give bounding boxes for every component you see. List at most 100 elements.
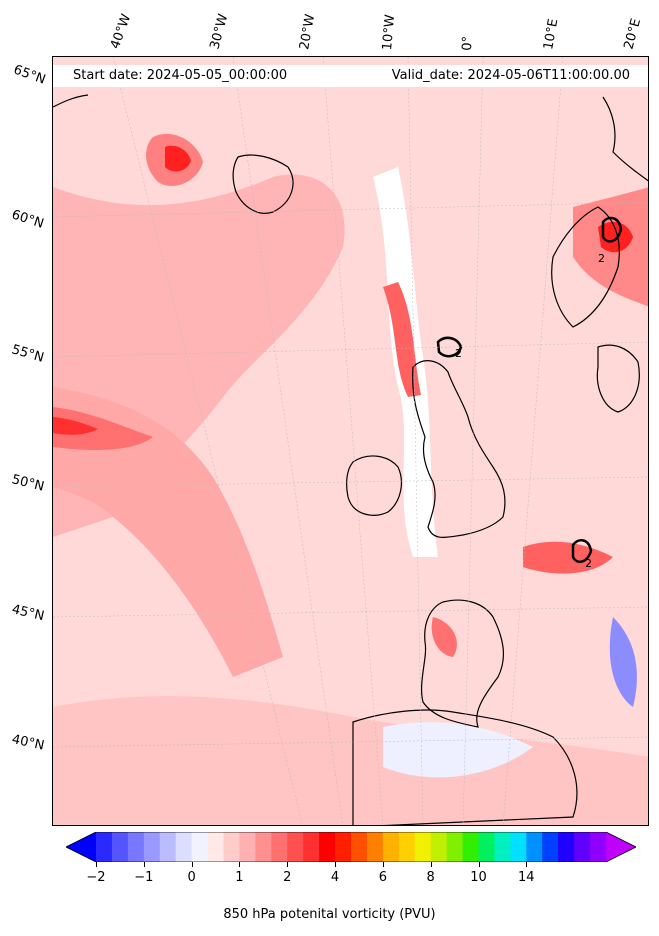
graticule-line: [53, 476, 648, 488]
colorbar-cell: [462, 832, 479, 862]
pv-max-band: [383, 282, 421, 397]
lat-label-55n: 55°N: [9, 342, 46, 366]
colorbar-cell: [271, 832, 288, 862]
pv-max-biscay: [431, 617, 457, 657]
graticule-line: [407, 57, 424, 825]
pv-low-iberia: [383, 722, 533, 778]
colorbar-tick-label: 14: [518, 870, 535, 885]
colorbar-tick-mark: [478, 862, 480, 867]
contour-label-france: 2: [585, 557, 592, 570]
colorbar-cell: [430, 832, 448, 862]
colorbar-cell: [239, 832, 256, 862]
colorbar-cell: [303, 832, 320, 862]
graticule-line: [462, 57, 484, 825]
colorbar-cells: [96, 832, 607, 862]
colorbar-tick-label: 8: [426, 870, 435, 885]
colorbar: [66, 832, 636, 862]
colorbar-tick-mark: [96, 862, 97, 867]
colorbar-cell: [191, 832, 209, 862]
great-britain-coast: [412, 360, 506, 538]
scandinavia-coast: [602, 96, 648, 182]
lon-label-10e: 10°E: [541, 17, 562, 52]
colorbar-cell: [526, 832, 543, 862]
colorbar-cell: [446, 832, 464, 862]
colorbar-cell: [255, 832, 272, 862]
colorbar-cell: [510, 832, 527, 862]
contour-label-norway: 2: [598, 252, 605, 265]
colorbar-tick-label: 1: [235, 870, 244, 885]
colorbar-cell: [398, 832, 416, 862]
colorbar-tick-mark: [430, 862, 432, 867]
pv2-contour-norway: [601, 216, 623, 243]
colorbar-cell: [319, 832, 336, 862]
colorbar-cell: [542, 832, 559, 862]
colorbar-tick-mark: [526, 862, 528, 867]
pv-core-atlantic: [53, 417, 98, 435]
pv-map: 2 2 2 Start date: 2024-05-05_00:00:00 Va…: [52, 56, 649, 826]
colorbar-tick-label: 2: [283, 870, 292, 885]
iberia-coast: [352, 709, 578, 825]
colorbar-tick-label: 10: [470, 870, 487, 885]
colorbar-tick-mark: [335, 862, 337, 867]
colorbar-tick-label: −1: [134, 870, 154, 885]
colorbar-cell: [382, 832, 400, 862]
graticule-line: [53, 606, 648, 618]
colorbar-cell: [96, 832, 113, 862]
colorbar-cell: [351, 832, 368, 862]
pv-core-norway: [598, 221, 633, 253]
colorbar-cell: [366, 832, 384, 862]
pv-max-atlantic: [53, 407, 153, 450]
ireland-coast: [346, 455, 402, 516]
contour-label-scotland: 2: [455, 347, 462, 360]
colorbar-tick-mark: [143, 862, 145, 867]
france-coast: [421, 599, 504, 728]
pv-eddy-core: [165, 145, 191, 172]
lat-label-65n: 65°N: [11, 62, 48, 88]
colorbar-cell: [478, 832, 495, 862]
denmark-coast: [596, 344, 640, 413]
pv-swath-atlantic: [53, 387, 283, 677]
graticule-line: [232, 57, 343, 825]
valid-date: Valid_date: 2024-05-06T11:00:00.00: [391, 68, 630, 83]
norway-coast: [551, 206, 620, 328]
colorbar-cell: [111, 832, 129, 862]
lat-label-60n: 60°N: [9, 207, 46, 232]
colorbar-cell: [175, 832, 193, 862]
colorbar-label: 850 hPa potenital vorticity (PVU): [223, 907, 436, 922]
date-header: Start date: 2024-05-05_00:00:00 Valid_da…: [53, 65, 648, 87]
colorbar-tick-mark: [191, 862, 193, 867]
colorbar-cell: [143, 832, 161, 862]
pv2-contour-france: [571, 538, 593, 564]
colorbar-tick-mark: [287, 862, 289, 867]
pv2-contour-scotland: [436, 336, 463, 358]
iceland-coast: [232, 154, 294, 214]
map-canvas: 2 2 2: [53, 57, 648, 825]
graticule-line: [53, 201, 648, 218]
colorbar-cell: [159, 832, 177, 862]
lat-label-40n: 40°N: [10, 732, 46, 754]
graticule-line: [53, 736, 648, 748]
graticule-line: [53, 341, 648, 358]
lon-label-20e: 20°E: [621, 16, 645, 51]
colorbar-tick-mark: [382, 862, 384, 867]
colorbar-cell: [558, 832, 575, 862]
colorbar-tick-label: −2: [86, 870, 106, 885]
pv-south: [53, 696, 648, 825]
colorbar-tick-mark: [239, 862, 241, 867]
lon-label-30w: 30°W: [207, 12, 232, 51]
colorbar-cell: [574, 832, 591, 862]
lat-label-45n: 45°N: [10, 602, 46, 625]
colorbar-cell: [223, 832, 240, 862]
pv2-contours: [436, 216, 623, 564]
coastlines: [53, 94, 648, 825]
graticule-line: [322, 57, 384, 825]
colorbar-cell: [335, 832, 352, 862]
colorbar-cell: [127, 832, 145, 862]
greenland-coast: [53, 94, 89, 108]
colorbar-extend-high: [606, 832, 636, 862]
lon-label-0: 0°: [460, 35, 476, 51]
colorbar-cell: [590, 832, 607, 862]
graticule-line: [112, 57, 303, 825]
colorbar-tick-label: 4: [330, 870, 340, 885]
colorbar-cell: [207, 832, 224, 862]
